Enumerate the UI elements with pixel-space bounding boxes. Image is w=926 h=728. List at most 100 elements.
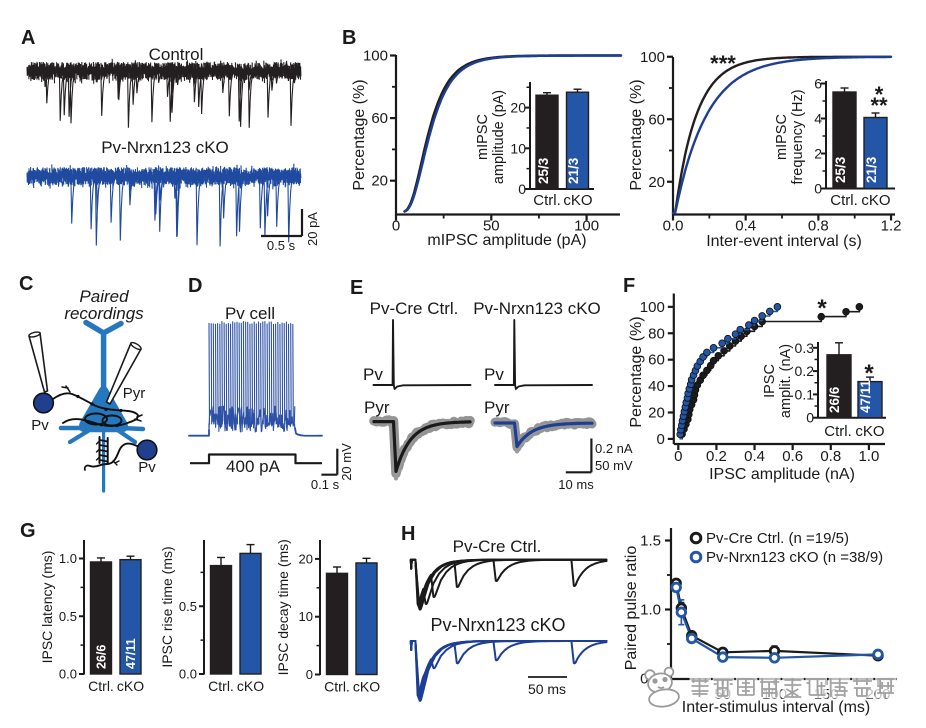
- svg-text:Pv: Pv: [363, 365, 383, 384]
- svg-text:20: 20: [648, 404, 665, 421]
- svg-text:0.2: 0.2: [706, 448, 727, 465]
- svg-text:40: 40: [648, 378, 665, 395]
- svg-text:D: D: [188, 275, 202, 297]
- svg-text:Pv-Cre Ctrl.: Pv-Cre Ctrl.: [453, 537, 542, 556]
- svg-text:0.0: 0.0: [179, 667, 197, 682]
- svg-text:Ctrl.: Ctrl.: [324, 679, 350, 695]
- svg-text:4: 4: [814, 111, 822, 127]
- svg-text:0.1: 0.1: [795, 386, 815, 402]
- svg-text:26/6: 26/6: [95, 645, 109, 669]
- svg-text:*: *: [817, 295, 827, 322]
- svg-text:Pv-Cre Ctrl.: Pv-Cre Ctrl.: [370, 299, 459, 318]
- svg-text:H: H: [401, 523, 415, 545]
- svg-text:0: 0: [656, 431, 664, 448]
- svg-text:Pv-Nrxn123 cKO (n =38/9): Pv-Nrxn123 cKO (n =38/9): [706, 549, 883, 566]
- svg-text:20 mV: 20 mV: [339, 443, 354, 481]
- svg-text:amplit. (nA): amplit. (nA): [778, 344, 794, 418]
- svg-text:0: 0: [814, 181, 822, 197]
- svg-text:cKO: cKO: [861, 192, 890, 209]
- svg-text:Inter-event interval (s): Inter-event interval (s): [706, 233, 862, 250]
- svg-text:1.0: 1.0: [858, 448, 879, 465]
- svg-text:Percentage (%): Percentage (%): [351, 79, 368, 190]
- svg-text:6: 6: [814, 76, 822, 92]
- svg-text:1.5: 1.5: [640, 533, 661, 550]
- svg-text:Pv-Cre Ctrl. (n =19/5): Pv-Cre Ctrl. (n =19/5): [706, 530, 849, 547]
- svg-text:0.1 s: 0.1 s: [311, 477, 340, 492]
- svg-text:Paired pulse ratio: Paired pulse ratio: [623, 546, 640, 671]
- svg-text:50 ms: 50 ms: [528, 681, 566, 697]
- svg-text:1.0: 1.0: [640, 602, 661, 619]
- svg-text:10 ms: 10 ms: [558, 477, 594, 492]
- svg-text:Percentage (%): Percentage (%): [628, 79, 645, 190]
- svg-text:0.5: 0.5: [59, 609, 77, 624]
- svg-text:400 pA: 400 pA: [226, 457, 281, 476]
- svg-text:A: A: [21, 27, 35, 49]
- svg-text:***: ***: [710, 51, 736, 76]
- svg-text:IPSC latency (ms): IPSC latency (ms): [39, 551, 55, 664]
- svg-text:G: G: [20, 520, 36, 542]
- svg-text:E: E: [350, 277, 363, 299]
- svg-text:60: 60: [371, 110, 388, 127]
- svg-text:Paired: Paired: [79, 287, 129, 306]
- svg-text:Control: Control: [149, 45, 204, 64]
- svg-text:Ctrl.: Ctrl.: [824, 423, 852, 440]
- svg-text:IPSC rise time (ms): IPSC rise time (ms): [159, 546, 175, 667]
- svg-text:Inter-stimulus interval (ms): Inter-stimulus interval (ms): [682, 699, 870, 716]
- svg-text:50: 50: [483, 218, 500, 235]
- svg-text:20: 20: [371, 173, 388, 190]
- svg-text:0: 0: [674, 448, 682, 465]
- svg-text:1.0: 1.0: [59, 551, 77, 566]
- svg-text:20: 20: [648, 174, 665, 191]
- svg-text:60: 60: [648, 111, 665, 128]
- svg-text:IPSC amplitude (nA): IPSC amplitude (nA): [709, 466, 855, 483]
- svg-text:0: 0: [806, 410, 814, 426]
- svg-text:0.2 nA: 0.2 nA: [595, 441, 633, 456]
- svg-text:21/3: 21/3: [864, 156, 879, 183]
- svg-text:Ctrl.: Ctrl.: [533, 192, 561, 209]
- svg-text:10: 10: [299, 609, 313, 624]
- svg-text:*: *: [864, 360, 874, 387]
- svg-text:10: 10: [510, 140, 526, 156]
- svg-text:21/3: 21/3: [566, 157, 581, 184]
- svg-text:2: 2: [814, 146, 822, 162]
- svg-text:Pv cell: Pv cell: [225, 304, 275, 323]
- svg-text:cKO: cKO: [855, 423, 884, 440]
- svg-text:Pv-Nrxn123 cKO: Pv-Nrxn123 cKO: [101, 138, 229, 157]
- svg-text:20: 20: [299, 551, 313, 566]
- svg-text:60: 60: [648, 352, 665, 369]
- svg-text:frequency (Hz): frequency (Hz): [790, 89, 806, 184]
- svg-text:Percentage (%): Percentage (%): [628, 316, 645, 427]
- svg-text:mIPSC amplitude (pA): mIPSC amplitude (pA): [427, 232, 586, 249]
- svg-text:26/6: 26/6: [827, 386, 842, 413]
- svg-text:Pyr: Pyr: [123, 385, 146, 402]
- svg-text:0.6: 0.6: [782, 448, 803, 465]
- svg-text:0: 0: [518, 181, 526, 197]
- svg-text:C: C: [19, 273, 33, 295]
- svg-text:0.4: 0.4: [735, 218, 756, 235]
- svg-text:mIPSC: mIPSC: [475, 114, 491, 160]
- svg-text:100: 100: [363, 48, 388, 65]
- svg-text:0.5: 0.5: [179, 599, 197, 614]
- svg-text:F: F: [623, 275, 635, 297]
- svg-text:Pv: Pv: [138, 459, 156, 476]
- svg-text:0.8: 0.8: [820, 448, 841, 465]
- svg-text:100: 100: [640, 49, 665, 66]
- svg-text:Ctrl.: Ctrl.: [208, 678, 234, 694]
- svg-text:cKO: cKO: [117, 678, 144, 694]
- svg-text:47/11: 47/11: [124, 638, 138, 669]
- svg-text:recordings: recordings: [64, 304, 144, 323]
- svg-text:100: 100: [640, 299, 665, 316]
- svg-text:*: *: [875, 82, 884, 107]
- svg-text:25/3: 25/3: [536, 157, 551, 184]
- svg-text:0.3: 0.3: [795, 340, 815, 356]
- svg-text:IPSC decay time (ms): IPSC decay time (ms): [275, 539, 291, 675]
- svg-text:0: 0: [306, 667, 313, 682]
- svg-text:Pv-Nrxn123 cKO: Pv-Nrxn123 cKO: [473, 299, 601, 318]
- svg-text:0.4: 0.4: [744, 448, 765, 465]
- svg-text:47/11: 47/11: [858, 379, 873, 413]
- svg-text:100: 100: [574, 218, 599, 235]
- svg-text:0: 0: [392, 218, 400, 235]
- svg-text:25/3: 25/3: [833, 156, 848, 183]
- svg-text:1.2: 1.2: [881, 218, 902, 235]
- svg-text:0.8: 0.8: [808, 218, 829, 235]
